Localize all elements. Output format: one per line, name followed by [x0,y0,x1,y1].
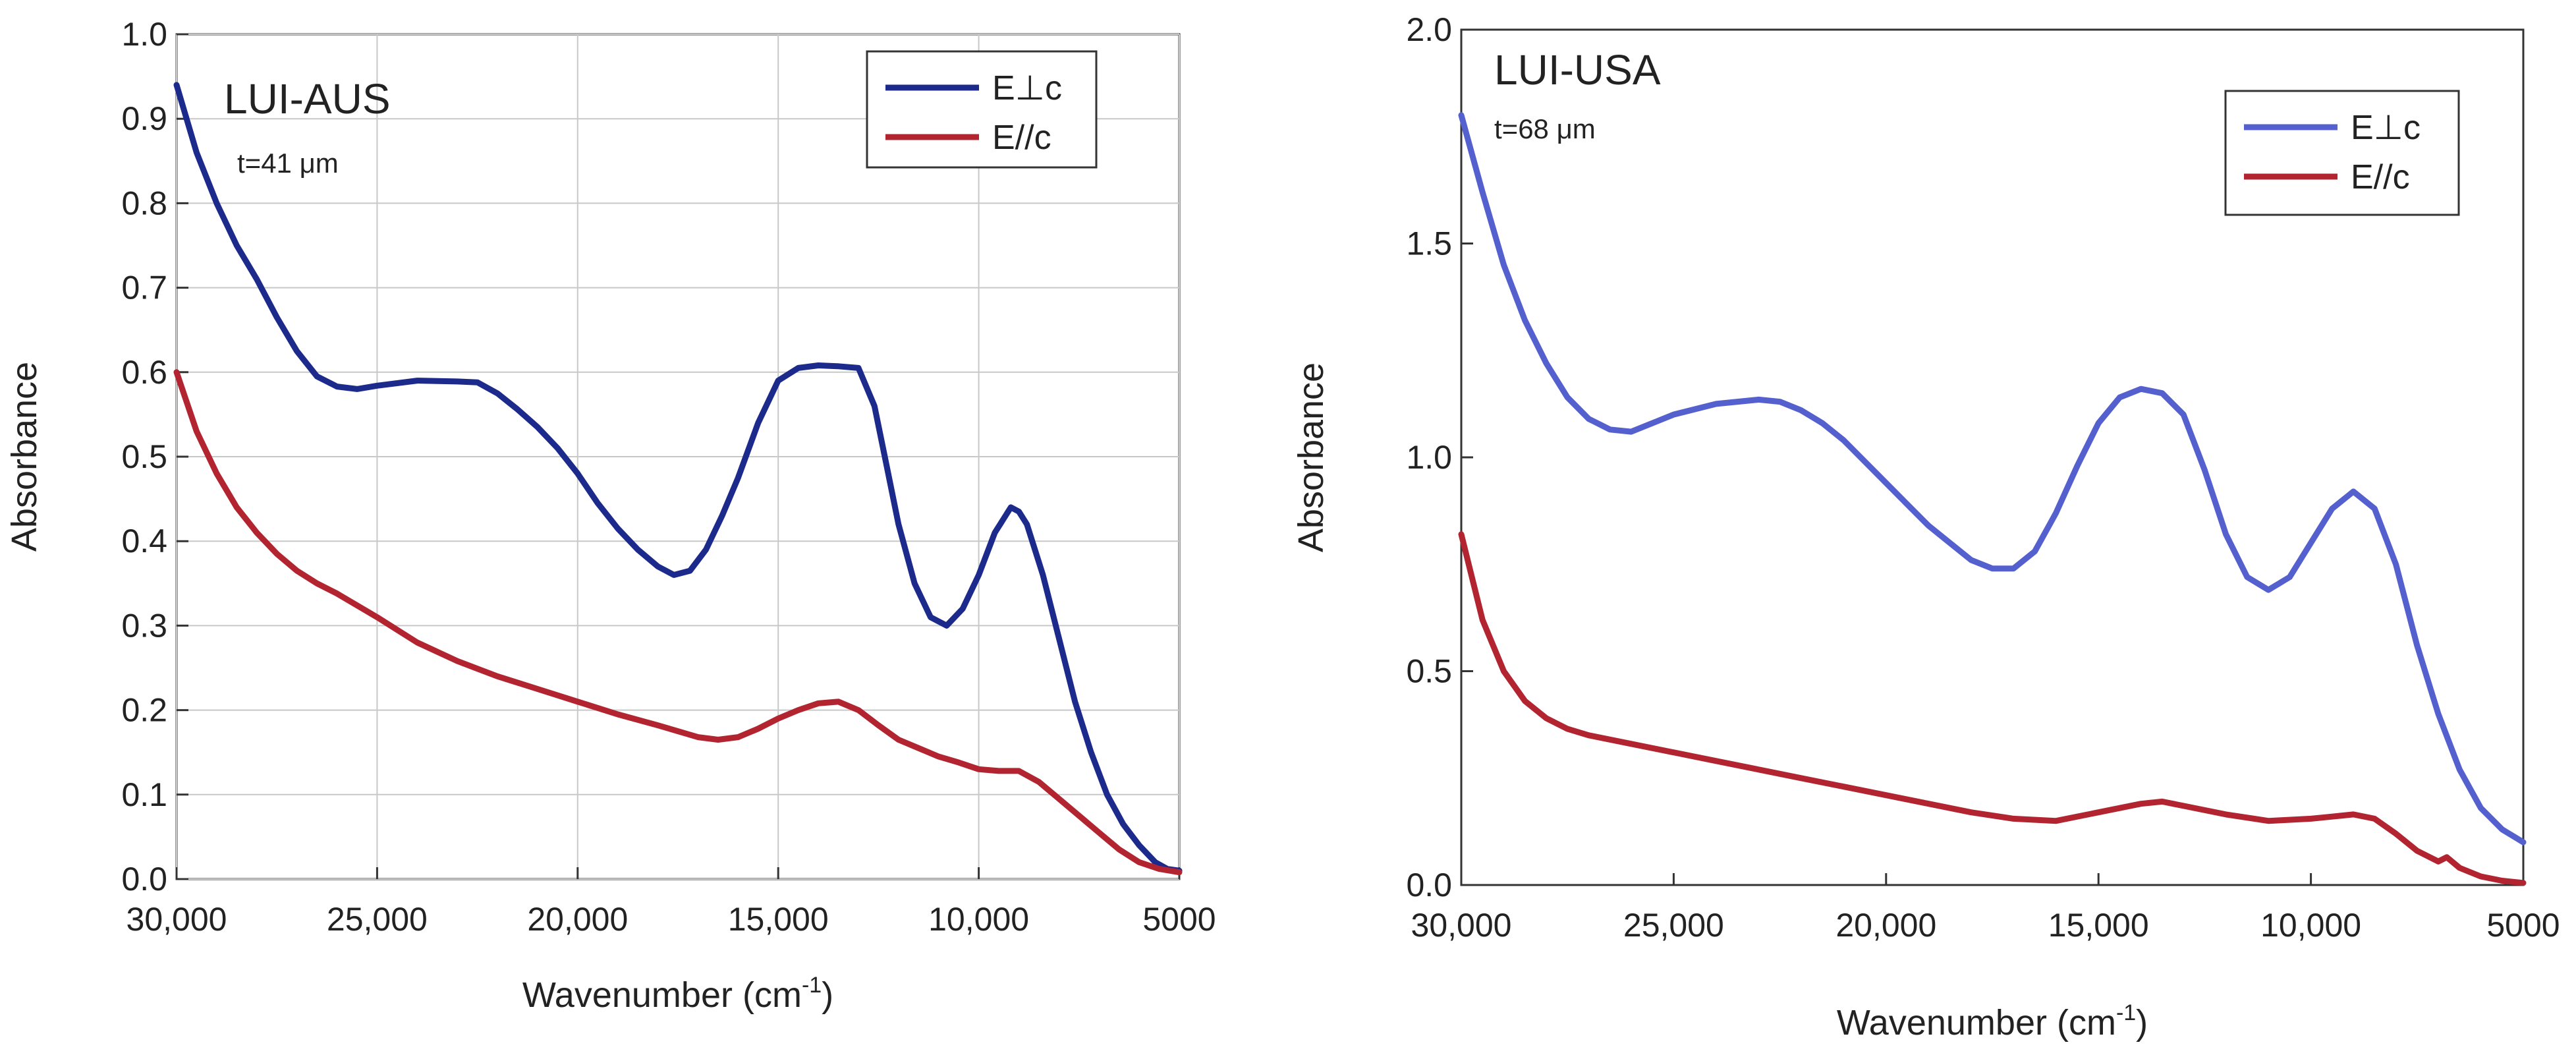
y-axis-label: Absorbance [1291,362,1331,552]
y-tick-label: 0.1 [121,776,167,813]
y-tick-label: 0.3 [121,607,167,644]
x-axis-label: Wavenumber (cm-1) [522,973,833,1015]
legend-label: E//c [2351,158,2410,196]
x-tick-label: 30,000 [126,901,227,938]
series-line-e-par-c [1458,531,2527,886]
y-tick-label: 0.4 [121,523,167,559]
chart-lui-usa: 0.0 0.5 1.0 1.5 2.0 30,000 25,000 20,000 15,000 1… [1291,11,2560,1043]
y-tick-label: 1.0 [1406,439,1452,476]
x-tick-label: 5000 [2486,907,2560,944]
y-axis-label: Absorbance [5,362,44,552]
x-axis-label-text: Wavenumber (cm [522,975,802,1015]
x-tick-label: 10,000 [2260,907,2361,944]
y-tick-label: 0.0 [1406,867,1452,903]
grid-lines [176,34,1180,880]
y-tick-label: 0.9 [121,100,167,137]
y-tick-label: 1.0 [121,16,167,53]
axis-ticks: 0.0 0.1 0.2 0.3 0.4 0.5 0.6 0.7 0.8 0.9 1.0 30,000 2… [121,16,1216,938]
series-line-e-perp-c [173,82,1183,874]
x-tick-label: 20,000 [1835,907,1936,944]
y-tick-label: 2.0 [1406,11,1452,48]
y-tick-label: 0.2 [121,692,167,729]
legend-label: E⊥c [2351,109,2421,147]
series-lines [1458,112,2527,886]
series-line-e-par-c [173,369,1183,876]
chart-lui-aus: 0.0 0.1 0.2 0.3 0.4 0.5 0.6 0.7 0.8 0.9 1.0 30,000 2… [5,16,1216,1015]
x-tick-label: 15,000 [728,901,829,938]
x-axis-label: Wavenumber (cm-1) [1837,1000,2148,1043]
x-axis-label-superscript: -1 [802,973,822,998]
x-tick-label: 25,000 [1623,907,1724,944]
x-axis-label-close: ) [822,975,833,1015]
chart-title: LUI-USA [1494,46,1661,94]
y-tick-label: 0.8 [121,185,167,221]
x-tick-label: 20,000 [527,901,628,938]
y-tick-label: 0.6 [121,354,167,391]
series-lines [173,82,1183,876]
series-line-e-perp-c [1458,112,2527,845]
legend: E⊥c E//c [866,50,1098,169]
legend-label: E//c [992,119,1051,157]
y-tick-label: 0.7 [121,270,167,306]
y-tick-label: 0.0 [121,861,167,898]
legend-label: E⊥c [992,69,1062,107]
x-tick-label: 25,000 [327,901,428,938]
chart-title: LUI-AUS [224,75,391,123]
legend-box [2224,90,2460,216]
chart-subtitle: t=41 μm [237,148,339,179]
x-axis-label-close: ) [2136,1003,2148,1043]
axis-ticks: 0.0 0.5 1.0 1.5 2.0 30,000 25,000 20,000 15,000 1… [1406,11,2560,944]
y-tick-label: 0.5 [1406,653,1452,690]
x-axis-label-text: Wavenumber (cm [1837,1003,2116,1043]
x-axis-label-superscript: -1 [2116,1000,2136,1025]
y-tick-label: 0.5 [121,438,167,475]
x-tick-label: 5000 [1142,901,1216,938]
chart-subtitle: t=68 μm [1494,113,1596,144]
y-tick-label: 1.5 [1406,225,1452,262]
x-tick-label: 15,000 [2048,907,2149,944]
x-tick-label: 10,000 [928,901,1029,938]
legend-box [866,50,1098,169]
legend: E⊥c E//c [2224,90,2460,216]
x-tick-label: 30,000 [1411,907,1512,944]
